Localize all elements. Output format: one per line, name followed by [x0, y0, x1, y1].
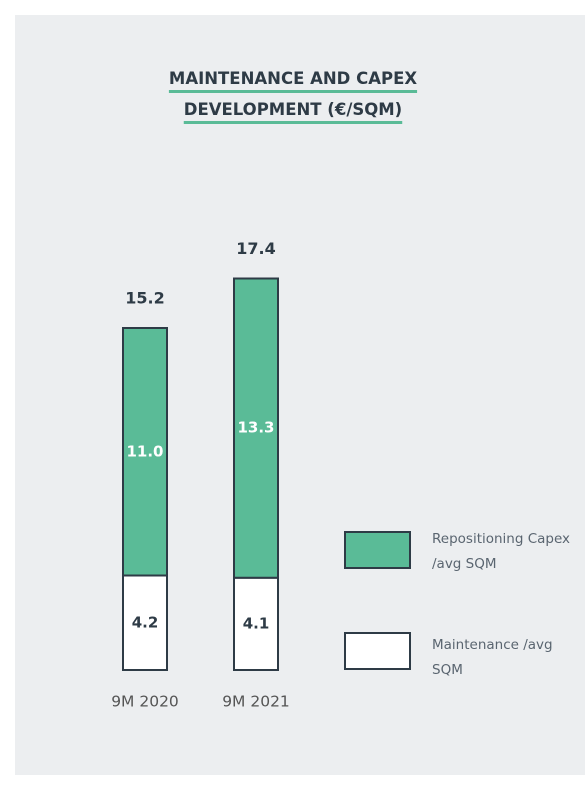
legend-swatch	[344, 632, 411, 670]
x-tick-label: 9M 2021	[222, 693, 290, 711]
bar-segment	[233, 576, 279, 671]
total-label: 15.2	[125, 289, 164, 308]
bar-segment	[233, 277, 279, 579]
legend-label: Maintenance /avg SQM	[432, 637, 562, 678]
value-label: 11.0	[126, 442, 163, 460]
x-tick-label: 9M 2020	[111, 693, 179, 711]
bar-segment	[122, 327, 168, 577]
legend-label: Repositioning Capex /avg SQM	[432, 531, 571, 572]
panel	[15, 15, 585, 775]
total-label: 17.4	[236, 239, 275, 258]
legend-swatch	[344, 531, 411, 569]
value-label: 4.1	[243, 614, 270, 632]
value-label: 4.2	[132, 613, 159, 631]
value-label: 13.3	[237, 419, 274, 437]
chart-title: MAINTENANCE AND CAPEX DEVELOPMENT (€/SQM…	[168, 69, 418, 119]
